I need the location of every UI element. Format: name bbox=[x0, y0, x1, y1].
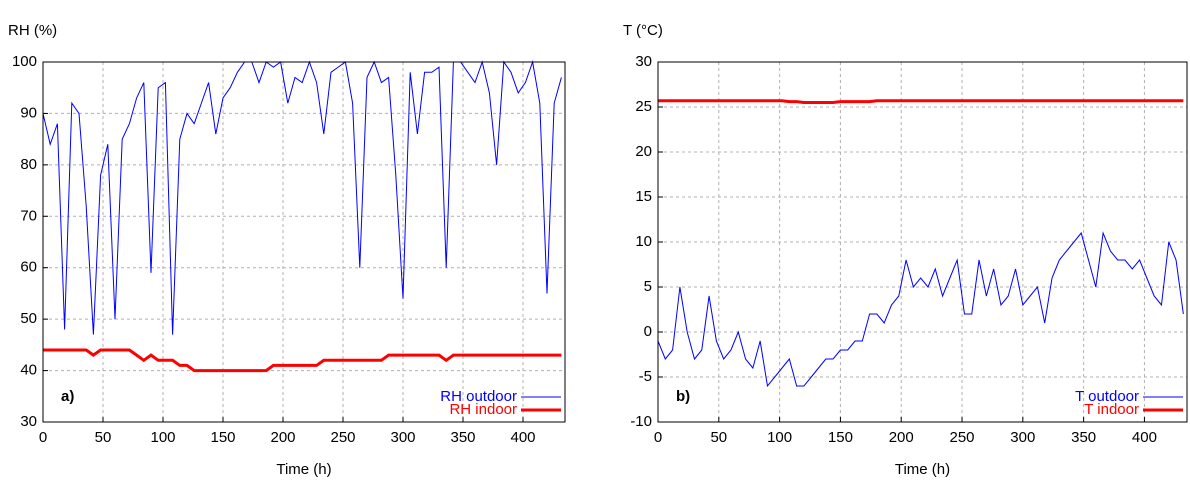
x-tick-label: 350 bbox=[1071, 429, 1096, 446]
y-tick-label: 30 bbox=[635, 53, 652, 70]
y-axis-label: RH (%) bbox=[8, 22, 57, 39]
panel-label: b) bbox=[676, 388, 690, 405]
x-tick-label: 250 bbox=[950, 429, 975, 446]
y-tick-label: 10 bbox=[635, 233, 652, 250]
x-tick-label: 150 bbox=[828, 429, 853, 446]
y-tick-label: -10 bbox=[630, 413, 652, 430]
x-tick-label: 100 bbox=[767, 429, 792, 446]
x-tick-label: 0 bbox=[654, 429, 662, 446]
x-tick-label: 300 bbox=[1010, 429, 1035, 446]
x-tick-label: 350 bbox=[450, 429, 475, 446]
y-axis-label: T (°C) bbox=[623, 22, 663, 39]
x-tick-label: 300 bbox=[390, 429, 415, 446]
legend-label: T outdoor bbox=[1075, 388, 1139, 405]
legend-label: RH indoor bbox=[449, 401, 517, 418]
x-tick-label: 0 bbox=[39, 429, 47, 446]
x-tick-label: 400 bbox=[1132, 429, 1157, 446]
x-tick-label: 150 bbox=[210, 429, 235, 446]
x-tick-label: 400 bbox=[510, 429, 535, 446]
y-tick-label: 40 bbox=[20, 362, 37, 379]
y-tick-label: 5 bbox=[644, 278, 652, 295]
x-tick-label: 50 bbox=[710, 429, 727, 446]
y-tick-label: 60 bbox=[20, 259, 37, 276]
x-axis-label: Time (h) bbox=[895, 461, 950, 478]
x-tick-label: 50 bbox=[95, 429, 112, 446]
data-line bbox=[658, 99, 1184, 104]
panel-label: a) bbox=[61, 388, 74, 405]
legend-label: T indoor bbox=[1084, 401, 1139, 418]
legend-label: RH outdoor bbox=[440, 388, 517, 405]
y-tick-label: 25 bbox=[635, 98, 652, 115]
x-tick-label: 200 bbox=[270, 429, 295, 446]
data-line bbox=[43, 348, 562, 373]
x-tick-label: 200 bbox=[889, 429, 914, 446]
data-line bbox=[657, 231, 1184, 388]
plot-frame bbox=[657, 61, 1188, 423]
data-line bbox=[42, 60, 562, 335]
x-tick-label: 250 bbox=[330, 429, 355, 446]
y-tick-label: 30 bbox=[20, 413, 37, 430]
x-tick-label: 100 bbox=[150, 429, 175, 446]
y-tick-label: 80 bbox=[20, 156, 37, 173]
y-tick-label: 100 bbox=[12, 53, 37, 70]
y-tick-label: 90 bbox=[20, 104, 37, 121]
y-tick-label: -5 bbox=[639, 368, 652, 385]
y-tick-label: 50 bbox=[20, 310, 37, 327]
y-tick-label: 70 bbox=[20, 207, 37, 224]
plot-frame bbox=[42, 61, 566, 423]
y-tick-label: 15 bbox=[635, 188, 652, 205]
x-axis-label: Time (h) bbox=[276, 461, 331, 478]
y-tick-label: 0 bbox=[644, 323, 652, 340]
y-tick-label: 20 bbox=[635, 143, 652, 160]
